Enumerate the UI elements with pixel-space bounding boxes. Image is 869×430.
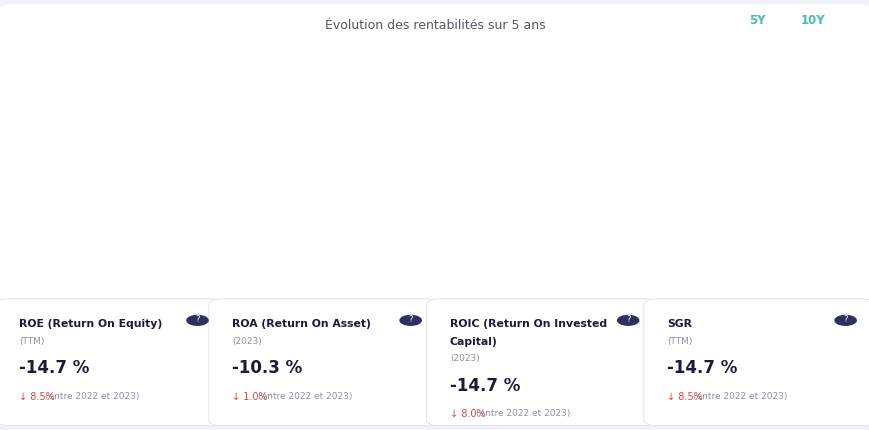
Text: ?: ? bbox=[408, 316, 413, 324]
Text: ↓ 8.5%: ↓ 8.5% bbox=[19, 392, 58, 402]
Text: ROE (Return On Equity): ROE (Return On Equity) bbox=[19, 319, 163, 329]
Text: (entre 2022 et 2023): (entre 2022 et 2023) bbox=[45, 392, 139, 401]
Text: ROIC (Return On Invested: ROIC (Return On Invested bbox=[449, 319, 607, 329]
Text: ↓ 1.0%: ↓ 1.0% bbox=[232, 392, 271, 402]
Text: ↓ 8.5%: ↓ 8.5% bbox=[667, 392, 706, 402]
Text: ?: ? bbox=[195, 316, 200, 324]
Legend: ROE (Return On Equity), ROA (Return On Asset), ROIC (Return On Invested Capital): ROE (Return On Equity), ROA (Return On A… bbox=[222, 289, 778, 307]
Text: ROA (Return On Asset): ROA (Return On Asset) bbox=[232, 319, 371, 329]
Text: (2023): (2023) bbox=[232, 337, 262, 346]
Text: (TTM): (TTM) bbox=[19, 337, 44, 346]
Text: -14.7 %: -14.7 % bbox=[667, 359, 737, 378]
Text: -10.3 %: -10.3 % bbox=[232, 359, 302, 378]
Text: -14.7 %: -14.7 % bbox=[449, 377, 520, 395]
Text: SGR: SGR bbox=[667, 319, 692, 329]
Text: (2023): (2023) bbox=[449, 354, 479, 363]
Text: Capital): Capital) bbox=[449, 337, 497, 347]
Text: (entre 2022 et 2023): (entre 2022 et 2023) bbox=[693, 392, 786, 401]
Text: (entre 2022 et 2023): (entre 2022 et 2023) bbox=[475, 409, 569, 418]
Text: -14.7 %: -14.7 % bbox=[19, 359, 90, 378]
Text: Évolution des rentabilités sur 5 ans: Évolution des rentabilités sur 5 ans bbox=[324, 19, 545, 32]
Text: ↓ 8.0%: ↓ 8.0% bbox=[449, 409, 488, 419]
Text: 5Y: 5Y bbox=[747, 14, 765, 27]
Text: (entre 2022 et 2023): (entre 2022 et 2023) bbox=[258, 392, 352, 401]
Text: ?: ? bbox=[842, 316, 847, 324]
Text: (TTM): (TTM) bbox=[667, 337, 692, 346]
Text: 10Y: 10Y bbox=[800, 14, 825, 27]
Text: ?: ? bbox=[625, 316, 630, 324]
